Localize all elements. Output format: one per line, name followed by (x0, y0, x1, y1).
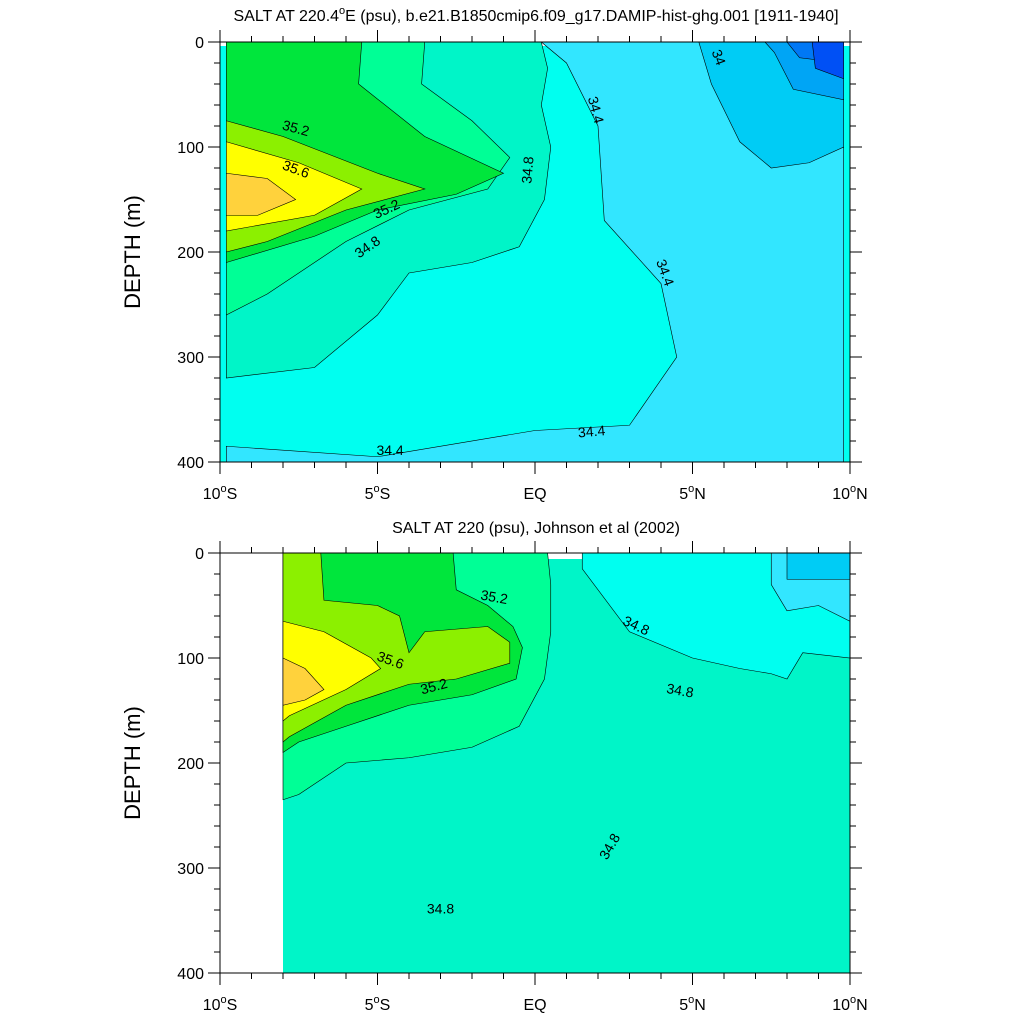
panel2-title: SALT AT 220 (psu), Johnson et al (2002) (392, 520, 680, 537)
panel2-plot: 35.235.635.234.834.834.834.8010020030040… (177, 541, 868, 1014)
x-tick-label: EQ (523, 997, 546, 1014)
contour-region (226, 41, 845, 463)
panel2-ylabel: DEPTH (m) (120, 706, 145, 820)
contour-label: 35.2 (281, 117, 312, 140)
contour-label: 34.8 (518, 156, 536, 185)
contour-label: 34.4 (577, 422, 606, 440)
panel1-ylabel: DEPTH (m) (120, 195, 145, 309)
contour-label: 34.4 (585, 95, 608, 126)
y-tick-label: 0 (195, 546, 204, 563)
contour-label: 34.8 (427, 901, 454, 917)
y-tick-label: 200 (177, 756, 204, 773)
contour-label: 35.2 (419, 675, 450, 698)
contour-label: 34.4 (376, 442, 403, 458)
y-tick-label: 400 (177, 455, 204, 472)
contour-label: 35.2 (479, 587, 509, 608)
y-tick-label: 100 (177, 140, 204, 157)
y-tick-label: 200 (177, 245, 204, 262)
x-tick-label: EQ (523, 486, 546, 503)
x-tick-label: 10oS (203, 994, 238, 1014)
contour-label: 34 (709, 47, 729, 67)
y-tick-label: 0 (195, 35, 204, 52)
contour-region (226, 172, 297, 216)
y-tick-label: 300 (177, 861, 204, 878)
contour-label: 34.8 (665, 680, 695, 701)
contour-region (786, 552, 851, 580)
x-tick-label: 5oN (679, 994, 706, 1014)
contour-region (282, 552, 511, 743)
x-tick-label: 10oS (203, 483, 238, 503)
y-tick-label: 400 (177, 966, 204, 983)
panel1-title: SALT AT 220.4oE (psu), b.e21.B1850cmip6.… (233, 5, 838, 25)
x-tick-label: 10oN (832, 483, 867, 503)
x-tick-label: 5oN (679, 483, 706, 503)
y-tick-label: 300 (177, 350, 204, 367)
y-tick-label: 100 (177, 651, 204, 668)
x-tick-label: 5oS (365, 483, 391, 503)
x-tick-label: 10oN (832, 994, 867, 1014)
panel1-plot: 35.235.635.234.834.834.43434.434.434.401… (177, 30, 868, 503)
x-tick-label: 5oS (365, 994, 391, 1014)
contour-region (282, 657, 325, 706)
